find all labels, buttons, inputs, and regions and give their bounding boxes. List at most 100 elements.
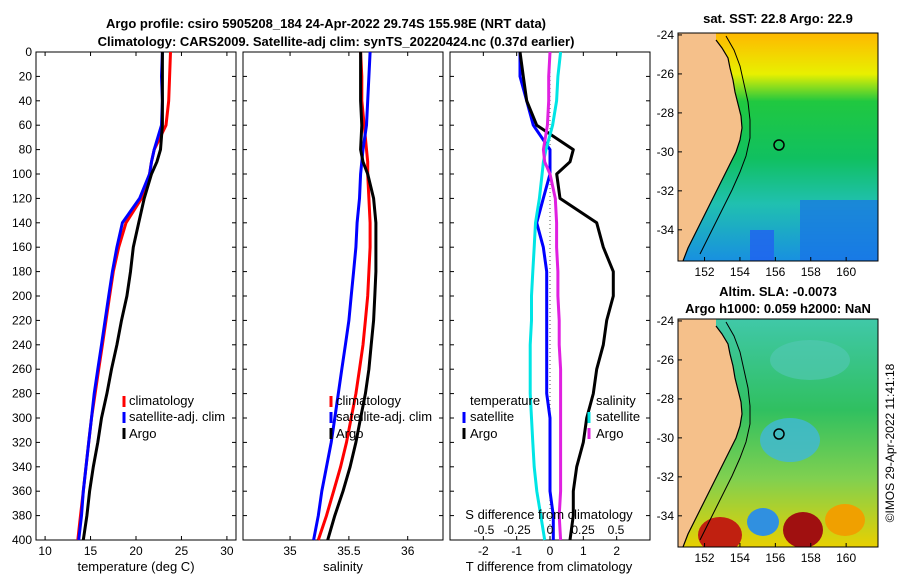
depth-tick-label: 140 [12, 216, 32, 230]
sla-low-eddy [760, 418, 820, 462]
header-line2: Climatology: CARS2009. Satellite-adj cli… [98, 34, 575, 49]
x-tick-label: 35.5 [337, 544, 361, 558]
depth-tick-label: 60 [19, 118, 33, 132]
sla-map-x-axis: 152 154 156 158 160 [695, 543, 856, 565]
map-y-tick-label: -28 [657, 106, 675, 120]
legend-satellite-label: satellite-adj. clim [336, 409, 432, 424]
x-tick-label: -2 [478, 544, 489, 558]
sst-cool-patch [750, 230, 774, 261]
depth-tick-label: 240 [12, 338, 32, 352]
x-tick-label: 35 [283, 544, 297, 558]
sla-coastline [682, 325, 743, 547]
series-line-argo [326, 52, 378, 541]
series-line-satellite-adj-clim [312, 51, 372, 541]
map-x-tick-label: 154 [730, 551, 750, 565]
depth-tick-label: 80 [19, 143, 33, 157]
series-line-s-satellite [528, 51, 563, 541]
series-line-t-satellite [518, 52, 555, 540]
sst-map-y-axis: -24 -26 -28 -30 -32 -34 [657, 28, 682, 237]
temperature-panel: 0 20 40 60 80 100 120 140 160 180 200 220 240 260 280 3… [12, 45, 237, 574]
x-tick-label: 25 [175, 544, 189, 558]
depth-tick-label: 220 [12, 313, 32, 327]
legend-s-satellite-label: satellite [596, 409, 640, 424]
sst-map-title: sat. SST: 22.8 Argo: 22.9 [703, 11, 853, 26]
legend-satellite-label: satellite-adj. clim [129, 409, 225, 424]
x-tick-label: 1 [580, 544, 587, 558]
x-tick-label: 30 [220, 544, 234, 558]
depth-tick-label: 20 [19, 69, 33, 83]
depth-tick-label: 160 [12, 240, 32, 254]
sla-land [678, 319, 742, 547]
depth-tick-label: 340 [12, 460, 32, 474]
map-x-tick-label: 152 [695, 551, 715, 565]
map-y-tick-label: -32 [657, 184, 675, 198]
sst-map: sat. SST: 22.8 Argo: 22.9 152 154 156 158 16… [657, 11, 879, 279]
sla-high-eddy [825, 504, 865, 536]
salinity-axes-frame [242, 51, 444, 541]
x-tick-label: 2 [613, 544, 620, 558]
depth-tick-label: 40 [19, 94, 33, 108]
series-line-satellite-adj-clim [77, 51, 164, 541]
argo-float-marker [773, 428, 785, 440]
temperature-x-axis: 10 15 20 25 30 [38, 52, 234, 558]
legend-climatology-label: climatology [129, 393, 195, 408]
series-line-climatology [76, 51, 172, 541]
x-tick-label: 10 [38, 544, 52, 558]
sla-high-eddy [698, 517, 742, 547]
map-y-tick-label: -30 [657, 145, 675, 159]
x-tick-label: 36 [401, 544, 415, 558]
depth-tick-label: 360 [12, 484, 32, 498]
series-line-s-argo [541, 51, 563, 541]
argo-float-marker [773, 139, 785, 151]
s-difference-ticks: -0.5 -0.25 0 0.25 0.5 [474, 523, 625, 537]
map-x-tick-label: 160 [836, 265, 856, 279]
map-y-tick-label: -34 [657, 223, 675, 237]
salinity-x-axis: 35 35.5 36 [283, 52, 415, 558]
sla-low-eddy [747, 508, 779, 536]
salinity-xlabel: salinity [323, 559, 363, 574]
depth-tick-label: 200 [12, 289, 32, 303]
depth-tick-label: 280 [12, 387, 32, 401]
map-x-tick-label: 152 [695, 265, 715, 279]
legend-temperature-title: temperature [470, 393, 540, 408]
s-difference-label: S difference from climatology [465, 507, 633, 522]
sst-cool-patch [800, 200, 878, 261]
map-y-tick-label: -24 [657, 314, 675, 328]
sst-map-x-axis: 152 154 156 158 160 [695, 257, 856, 279]
salinity-series [312, 51, 378, 541]
map-y-tick-label: -30 [657, 431, 675, 445]
legend-climatology-label: climatology [336, 393, 402, 408]
depth-tick-label: 0 [25, 45, 32, 59]
map-y-tick-label: -26 [657, 353, 675, 367]
sst-map-frame [677, 32, 879, 262]
map-x-tick-label: 158 [801, 265, 821, 279]
s-tick: 0.25 [571, 523, 595, 537]
sla-map: Altim. SLA: -0.0073 Argo h1000: 0.059 h2… [657, 284, 879, 565]
sst-land [678, 33, 742, 261]
difference-x-axis: -2 -1 0 1 2 [478, 52, 620, 558]
legend-salinity-title: salinity [596, 393, 636, 408]
legend-argo-label: Argo [129, 426, 156, 441]
map-x-tick-label: 154 [730, 265, 750, 279]
depth-tick-label: 400 [12, 533, 32, 547]
map-y-tick-label: -28 [657, 392, 675, 406]
legend-s-argo-label: Argo [596, 426, 623, 441]
sla-map-y-axis: -24 -26 -28 -30 -32 -34 [657, 314, 682, 523]
map-x-tick-label: 156 [765, 265, 785, 279]
depth-tick-label: 380 [12, 509, 32, 523]
sla-map-title: Altim. SLA: -0.0073 [719, 284, 837, 299]
temperature-axes-frame [35, 51, 237, 541]
x-tick-label: 0 [547, 544, 554, 558]
map-x-tick-label: 160 [836, 551, 856, 565]
series-line-argo [81, 52, 164, 541]
depth-tick-label: 120 [12, 191, 32, 205]
s-tick: 0.5 [608, 523, 625, 537]
x-tick-label: 15 [84, 544, 98, 558]
temperature-legend: climatology satellite-adj. clim Argo [122, 393, 225, 441]
depth-tick-label: 260 [12, 362, 32, 376]
map-y-tick-label: -34 [657, 509, 675, 523]
depth-tick-label: 300 [12, 411, 32, 425]
s-tick: 0 [547, 523, 554, 537]
map-x-tick-label: 158 [801, 551, 821, 565]
